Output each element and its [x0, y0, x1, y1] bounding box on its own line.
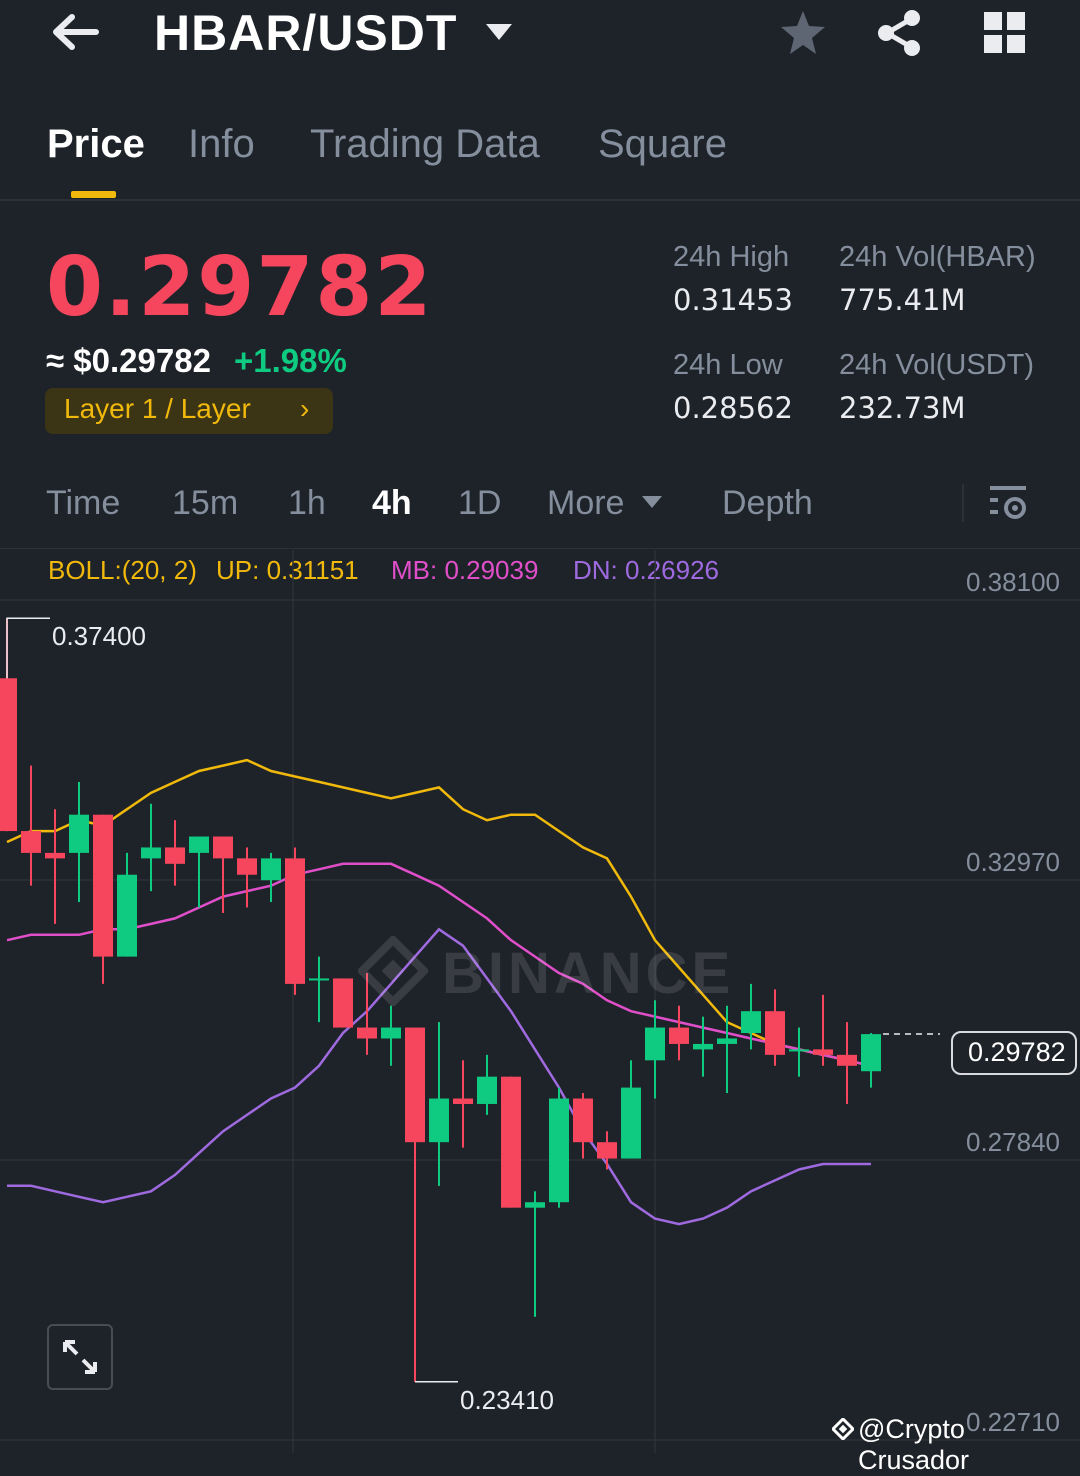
candle-body-up	[717, 1038, 737, 1044]
candle-body-down	[0, 678, 17, 832]
vol-base-label: 24h Vol(HBAR)	[839, 241, 1036, 273]
usd-approx-price: ≈ $0.29782	[46, 342, 211, 379]
candle-body-up	[69, 814, 89, 853]
active-tab-indicator	[71, 191, 116, 198]
pair-title[interactable]: HBAR/USDT	[154, 5, 458, 61]
interval-1h[interactable]: 1h	[288, 484, 326, 522]
candle-body-up	[429, 1098, 449, 1143]
credit-text: @Crypto Crusador	[858, 1414, 970, 1475]
interval-more[interactable]: More	[547, 484, 625, 522]
candle-body-down	[93, 814, 113, 957]
grid-icon[interactable]	[982, 10, 1028, 56]
candle-body-down	[165, 847, 185, 864]
candle-body-down	[669, 1027, 689, 1044]
y-tick-label: 0.22710	[966, 1407, 1060, 1437]
max-price-leader	[6, 617, 50, 679]
interval-4h[interactable]: 4h	[372, 484, 412, 522]
candle-body-down	[357, 1027, 377, 1039]
candle-body-down	[237, 858, 257, 875]
candle-body-up	[189, 836, 209, 853]
boll-dn: DN: 0.26926	[573, 555, 719, 585]
candle-body-down	[813, 1049, 833, 1055]
watermark-text: BINANCE	[442, 941, 735, 1006]
vol-quote-value: 232.73M	[839, 391, 966, 425]
tab-info[interactable]: Info	[188, 122, 255, 166]
candle-body-down	[597, 1142, 617, 1159]
low-value: 0.28562	[673, 391, 793, 425]
y-tick-label: 0.27840	[966, 1127, 1060, 1157]
price-change-percent: +1.98%	[234, 342, 347, 379]
category-tag[interactable]	[45, 388, 333, 434]
candle-body-down	[501, 1076, 521, 1208]
interval-divider	[0, 548, 1080, 549]
candle-body-down	[45, 852, 65, 859]
star-icon[interactable]	[778, 8, 828, 58]
credit-logo-icon	[830, 1416, 856, 1442]
interval-depth[interactable]: Depth	[722, 484, 813, 522]
chevron-right-icon: ›	[300, 393, 310, 424]
tab-price[interactable]: Price	[47, 122, 145, 166]
candle-body-down	[213, 836, 233, 859]
candle-body-up	[789, 1049, 809, 1052]
tabs-divider	[0, 199, 1080, 201]
min-price-label: 0.23410	[460, 1385, 554, 1415]
expand-button[interactable]	[47, 1324, 113, 1390]
high-value: 0.31453	[673, 283, 793, 317]
tab-square[interactable]: Square	[598, 122, 727, 166]
candle-body-down	[21, 831, 41, 853]
candle-body-up	[117, 874, 137, 957]
candle-body-down	[285, 858, 305, 984]
boll-lower-line	[7, 927, 871, 1226]
candle-body-down	[405, 1027, 425, 1143]
expand-icon	[63, 1340, 97, 1374]
more-caret-icon[interactable]	[641, 494, 663, 510]
interval-1d[interactable]: 1D	[458, 484, 502, 522]
candle-body-down	[333, 978, 353, 1028]
candle-body-up	[141, 847, 161, 859]
candle-body-up	[549, 1098, 569, 1203]
boll-mb: MB: 0.29039	[391, 555, 539, 585]
candle-body-up	[621, 1087, 641, 1159]
candle-body-up	[309, 978, 329, 981]
candle-body-up	[741, 1011, 761, 1034]
candle-body-up	[525, 1202, 545, 1208]
last-price: 0.29782	[46, 240, 434, 335]
vol-base-value: 775.41M	[839, 283, 966, 317]
y-tick-label: 0.32970	[966, 847, 1060, 877]
arrow-left-icon	[53, 14, 99, 50]
interval-separator	[962, 484, 964, 522]
candle-body-down	[765, 1011, 785, 1055]
candle-body-up	[861, 1034, 881, 1072]
candle-body-up	[381, 1027, 401, 1039]
chart-settings-icon[interactable]	[986, 484, 1030, 524]
max-price-label: 0.37400	[52, 621, 146, 651]
current-price-label: 0.29782	[968, 1037, 1066, 1067]
vol-quote-label: 24h Vol(USDT)	[839, 349, 1035, 381]
candle-body-up	[261, 858, 281, 881]
candle-body-down	[453, 1098, 473, 1104]
candle-body-up	[693, 1043, 713, 1050]
category-tag-label: Layer 1 / Layer	[64, 393, 251, 424]
candle-body-down	[573, 1098, 593, 1143]
caret-down-icon[interactable]	[484, 22, 514, 44]
binance-logo-icon	[358, 936, 428, 1006]
low-label: 24h Low	[673, 349, 783, 381]
y-tick-label: 0.38100	[966, 567, 1060, 597]
interval-time[interactable]: Time	[46, 484, 121, 522]
share-icon[interactable]	[874, 8, 924, 58]
current-price-box	[951, 1031, 1077, 1075]
tab-trading-data[interactable]: Trading Data	[310, 122, 540, 166]
candle-body-down	[837, 1054, 857, 1066]
interval-15m[interactable]: 15m	[172, 484, 239, 522]
back-button[interactable]	[40, 6, 110, 62]
candle-body-up	[477, 1076, 497, 1104]
high-label: 24h High	[673, 241, 790, 273]
boll-up: UP: 0.31151	[216, 555, 359, 585]
boll-name[interactable]: BOLL:(20, 2)	[48, 555, 197, 585]
candle-body-up	[645, 1027, 665, 1061]
